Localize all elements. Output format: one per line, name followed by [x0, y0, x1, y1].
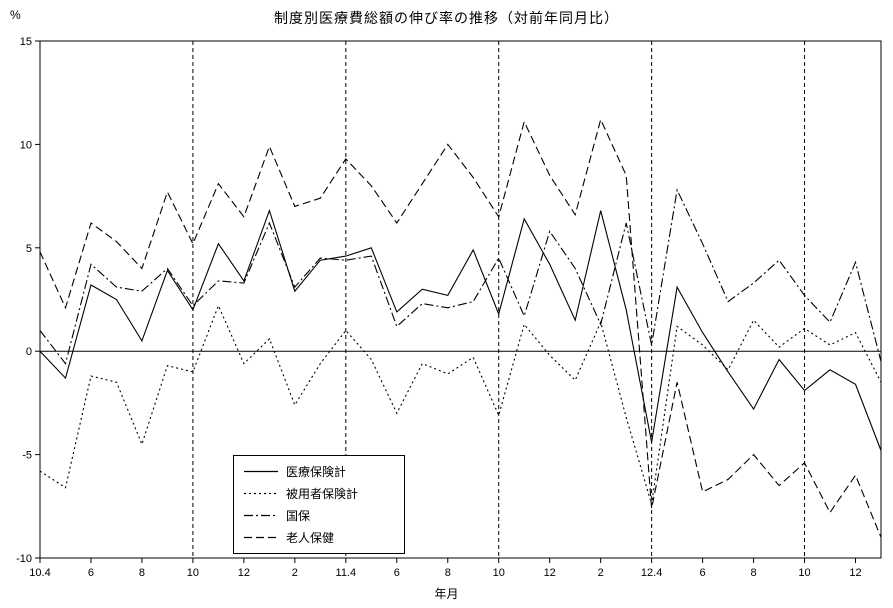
legend-item-employee-insurance-total: 被用者保険計	[244, 485, 394, 502]
legend-label: 老人保健	[286, 531, 335, 545]
chart-title: 制度別医療費総額の伸び率の推移（対前年同月比）	[274, 10, 619, 26]
y-tick-label: 10	[20, 139, 32, 151]
series-line-national-health-insurance	[39, 188, 882, 365]
legend: 医療保険計 被用者保険計 国保 老人保健	[233, 455, 405, 554]
x-tick-label: 10.4	[29, 567, 50, 579]
x-axis-label: 年月	[434, 587, 459, 601]
x-tick-label: 10	[493, 567, 505, 579]
x-tick-label: 6	[88, 567, 94, 579]
x-tick-label: 10	[187, 567, 199, 579]
legend-line-sample-solid	[244, 470, 278, 473]
series-line-employee-insurance-total	[39, 304, 882, 505]
legend-line-sample-dashed	[244, 536, 278, 539]
y-tick-label: 0	[26, 346, 32, 358]
x-tick-label: 12.4	[641, 567, 662, 579]
x-tick-label: 12	[544, 567, 556, 579]
y-tick-label: 15	[20, 36, 32, 48]
plot-border	[39, 40, 882, 559]
legend-line-sample-dotted	[244, 492, 278, 495]
series-line-medical-insurance-total	[39, 208, 882, 451]
x-tick-label: 2	[292, 567, 298, 579]
legend-line-sample-dashdot	[244, 514, 278, 517]
legend-item-medical-insurance-total: 医療保険計	[244, 463, 394, 480]
x-tick-label: 6	[700, 567, 706, 579]
x-tick-label: 12	[238, 567, 250, 579]
x-tick-label: 8	[751, 567, 757, 579]
x-tick-label: 8	[445, 567, 451, 579]
y-tick-label: 5	[26, 243, 32, 255]
x-tick-label: 6	[394, 567, 400, 579]
series-line-elderly-health	[39, 117, 882, 538]
x-tick-label: 10	[798, 567, 810, 579]
y-tick-label: -5	[22, 450, 32, 462]
x-tick-label: 2	[598, 567, 604, 579]
y-tick-label: -10	[16, 553, 32, 565]
legend-item-elderly-health: 老人保健	[244, 529, 394, 546]
legend-item-national-health-insurance: 国保	[244, 507, 394, 524]
legend-label: 国保	[286, 509, 311, 523]
x-tick-label: 11.4	[336, 567, 357, 579]
legend-label: 被用者保険計	[286, 487, 359, 501]
x-tick-label: 8	[139, 567, 145, 579]
x-tick-label: 12	[849, 567, 861, 579]
legend-label: 医療保険計	[286, 465, 347, 479]
y-axis-unit-label: %	[10, 8, 21, 22]
